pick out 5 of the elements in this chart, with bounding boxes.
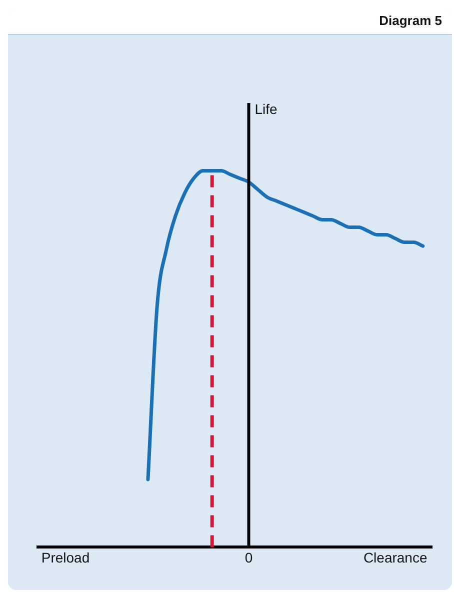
x-tick-label: Preload: [41, 549, 90, 566]
y-axis-title: Life: [254, 100, 278, 117]
chart-title: Diagram 5: [379, 13, 442, 28]
x-tick-label: Clearance: [363, 549, 428, 566]
x-tick-label: 0: [244, 549, 253, 566]
